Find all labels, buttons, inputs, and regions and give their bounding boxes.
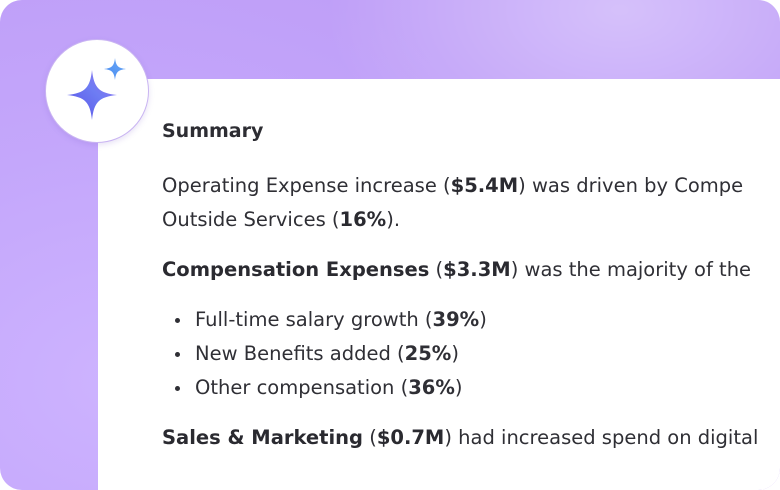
list-item-label: Full-time salary growth ( xyxy=(195,308,433,331)
text-segment: ( xyxy=(429,258,444,281)
summary-paragraph-sales-marketing: Sales & Marketing ($0.7M) had increased … xyxy=(162,421,780,455)
text-segment: Operating Expense increase ( xyxy=(162,174,451,197)
compensation-heading: Compensation Expenses xyxy=(162,258,430,281)
list-item-value: 39% xyxy=(432,308,480,331)
text-segment: ). xyxy=(386,208,401,231)
outside-services-percent: 16% xyxy=(339,208,387,231)
summary-content: Summary Operating Expense increase ($5.4… xyxy=(162,119,780,471)
text-segment: Outside Services ( xyxy=(162,208,340,231)
list-item-value: 36% xyxy=(408,376,455,399)
compensation-amount: $3.3M xyxy=(443,258,511,281)
summary-paragraph-compensation: Compensation Expenses ($3.3M) was the ma… xyxy=(162,253,780,287)
list-item-close: ) xyxy=(451,342,459,365)
summary-title: Summary xyxy=(162,120,264,142)
text-segment: ( xyxy=(363,426,377,449)
summary-paragraph-operating-expense: Operating Expense increase ($5.4M) was d… xyxy=(162,169,780,237)
sales-marketing-heading: Sales & Marketing xyxy=(162,426,363,449)
list-item: Full-time salary growth (39%) xyxy=(175,303,780,337)
sparkle-icon xyxy=(67,58,126,120)
operating-expense-amount: $5.4M xyxy=(450,174,519,197)
list-item-label: New Benefits added ( xyxy=(195,342,405,365)
compensation-breakdown-list: Full-time salary growth (39%) New Benefi… xyxy=(162,303,780,405)
list-item-value: 25% xyxy=(404,342,452,365)
text-segment: ) had increased spend on digital xyxy=(444,426,759,449)
list-item: New Benefits added (25%) xyxy=(175,337,780,371)
list-item: Other compensation (36%) xyxy=(175,371,780,405)
assistant-avatar xyxy=(45,39,149,143)
text-segment: ) was driven by Compe xyxy=(518,174,744,197)
list-item-close: ) xyxy=(454,376,463,399)
list-item-label: Other compensation ( xyxy=(195,376,409,399)
summary-card: Summary Operating Expense increase ($5.4… xyxy=(98,79,780,490)
list-item-close: ) xyxy=(479,308,487,331)
text-segment: ) was the majority of the xyxy=(510,258,752,281)
sales-marketing-amount: $0.7M xyxy=(376,426,445,449)
